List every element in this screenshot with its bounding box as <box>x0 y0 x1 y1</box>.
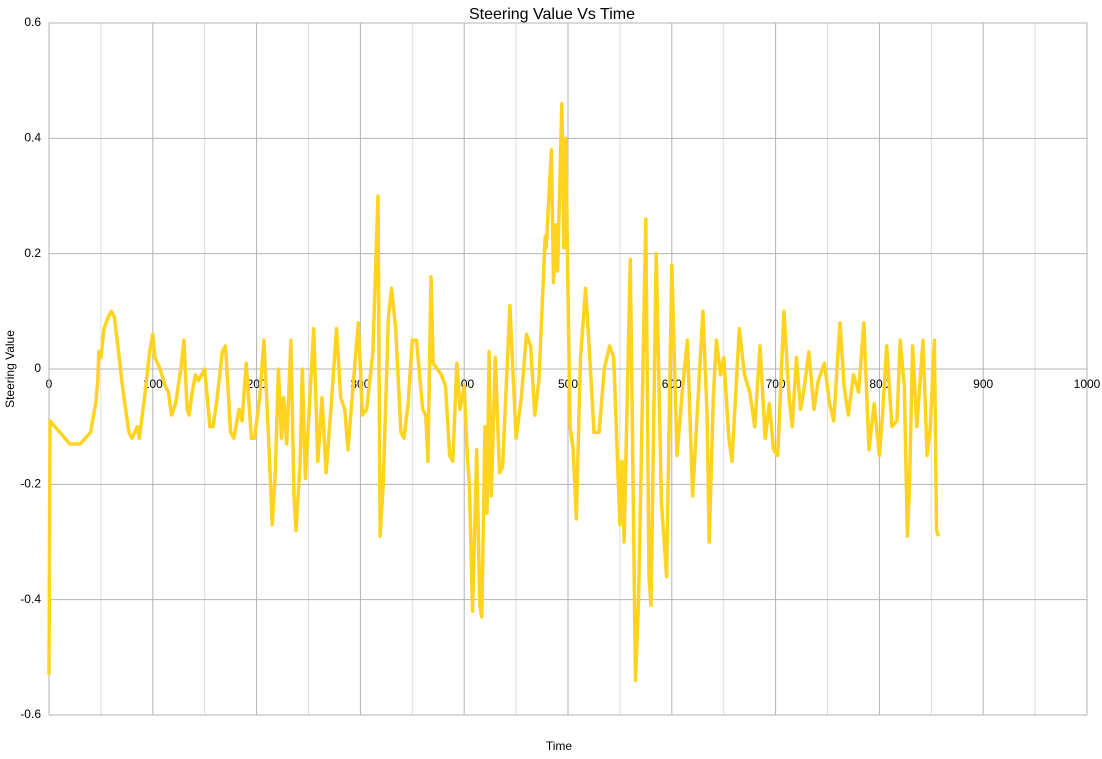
x-axis-label: Time <box>546 739 573 753</box>
y-tick-label: -0.4 <box>20 592 41 606</box>
x-tick-label: 1000 <box>1074 377 1101 391</box>
data-line <box>47 101 941 683</box>
y-tick-label: 0 <box>34 361 41 375</box>
y-tick-label: -0.2 <box>20 477 41 491</box>
chart-title: Steering Value Vs Time <box>469 6 635 23</box>
y-tick-label: 0.6 <box>24 15 41 29</box>
x-tick-label: 700 <box>766 377 786 391</box>
x-tick-label: 900 <box>973 377 993 391</box>
y-tick-label: -0.6 <box>20 707 41 721</box>
y-tick-label: 0.2 <box>24 246 41 260</box>
y-axis-label: Steering Value <box>3 330 17 408</box>
x-tick-label: 600 <box>662 377 682 391</box>
x-tick-label: 800 <box>869 377 889 391</box>
y-tick-label: 0.4 <box>24 131 41 145</box>
